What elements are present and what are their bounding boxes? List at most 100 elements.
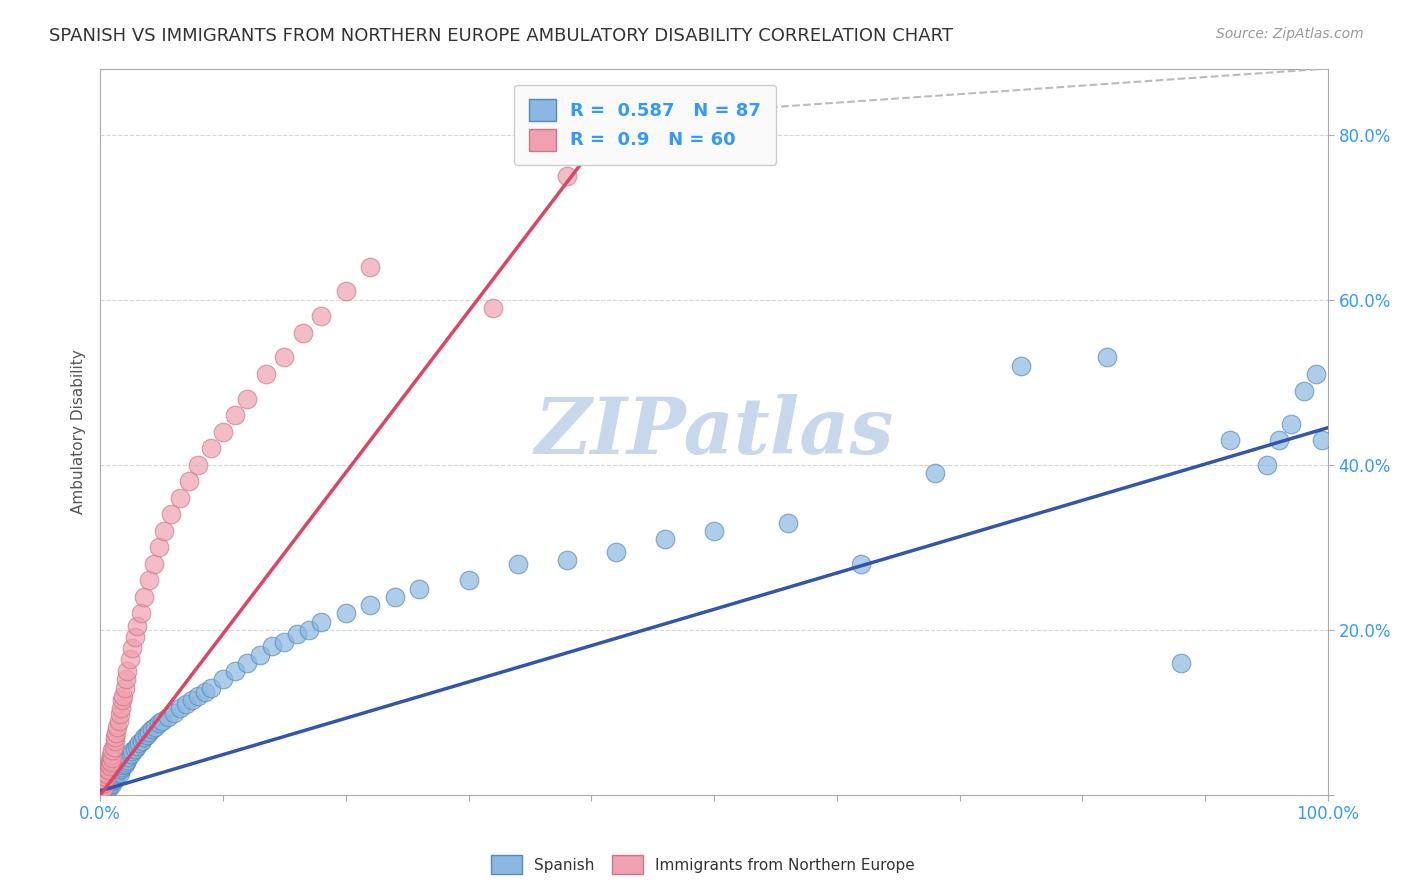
Point (101, 774, 124, 789)
Point (100, 773, 122, 788)
Point (163, 706, 186, 720)
Point (181, 693, 204, 707)
Point (1095, 351, 1118, 365)
Point (97, 779, 120, 793)
Point (506, 557, 529, 571)
Point (98, 753, 121, 767)
Point (224, 409, 246, 423)
Point (115, 753, 138, 767)
Point (90, 783, 112, 797)
Point (91, 778, 114, 792)
Point (1256, 458, 1278, 472)
Point (212, 673, 235, 687)
Point (143, 557, 166, 571)
Point (200, 442, 222, 456)
Point (187, 689, 209, 703)
Point (124, 630, 146, 644)
Point (104, 731, 127, 745)
Point (103, 740, 125, 755)
Point (93, 780, 115, 794)
Point (91, 785, 114, 799)
Point (104, 769, 127, 783)
Point (1170, 656, 1192, 670)
Point (110, 701, 132, 715)
Point (174, 698, 197, 712)
Point (96, 767, 118, 781)
Point (1310, 433, 1333, 447)
Point (138, 574, 160, 588)
Point (112, 758, 135, 772)
Point (160, 508, 183, 522)
Point (97, 756, 120, 771)
Point (359, 598, 381, 612)
Point (124, 741, 146, 756)
Point (335, 607, 357, 621)
Point (128, 736, 150, 750)
Point (101, 742, 124, 756)
Point (148, 541, 170, 555)
Point (94, 781, 117, 796)
Point (107, 764, 129, 778)
Point (114, 756, 136, 771)
Point (103, 770, 125, 784)
Point (408, 582, 430, 596)
Point (187, 458, 209, 472)
Point (291, 326, 314, 340)
Y-axis label: Ambulatory Disability: Ambulatory Disability (72, 350, 86, 514)
Point (101, 751, 124, 765)
Point (115, 755, 138, 769)
Point (924, 466, 946, 480)
Point (1305, 367, 1327, 381)
Point (100, 755, 122, 769)
Point (104, 772, 127, 787)
Point (100, 775, 122, 789)
Point (335, 285, 357, 299)
Point (145, 720, 167, 734)
Point (776, 516, 799, 530)
Point (96, 764, 118, 779)
Point (98, 777, 121, 791)
Point (96, 770, 118, 784)
Point (177, 475, 200, 489)
Point (94, 767, 117, 781)
Point (134, 731, 156, 745)
Text: ZIPatlas: ZIPatlas (534, 393, 894, 470)
Point (148, 716, 170, 731)
Point (104, 734, 127, 748)
Point (359, 260, 381, 274)
Point (105, 767, 128, 781)
Point (309, 615, 332, 629)
Point (138, 725, 160, 739)
Point (97, 781, 120, 796)
Point (236, 392, 259, 406)
Text: SPANISH VS IMMIGRANTS FROM NORTHERN EUROPE AMBULATORY DISABILITY CORRELATION CHA: SPANISH VS IMMIGRANTS FROM NORTHERN EURO… (49, 27, 953, 45)
Point (254, 367, 277, 381)
Point (103, 772, 125, 786)
Point (1279, 417, 1302, 431)
Point (120, 747, 142, 761)
Point (96, 780, 118, 794)
Point (125, 739, 148, 753)
Point (93, 775, 115, 789)
Point (1268, 433, 1291, 447)
Point (703, 524, 725, 538)
Point (236, 656, 259, 670)
Point (118, 652, 141, 666)
Point (108, 707, 131, 722)
Point (384, 590, 406, 604)
Point (97, 776, 120, 790)
Point (482, 301, 505, 315)
Point (1292, 384, 1315, 398)
Point (260, 640, 283, 654)
Point (273, 351, 295, 365)
Point (91, 781, 114, 796)
Point (224, 664, 246, 678)
Point (193, 685, 215, 699)
Point (125, 619, 148, 633)
Point (93, 786, 115, 800)
Point (105, 726, 128, 740)
Point (96, 782, 118, 797)
Point (121, 744, 143, 758)
Point (96, 762, 118, 776)
Point (150, 714, 173, 728)
